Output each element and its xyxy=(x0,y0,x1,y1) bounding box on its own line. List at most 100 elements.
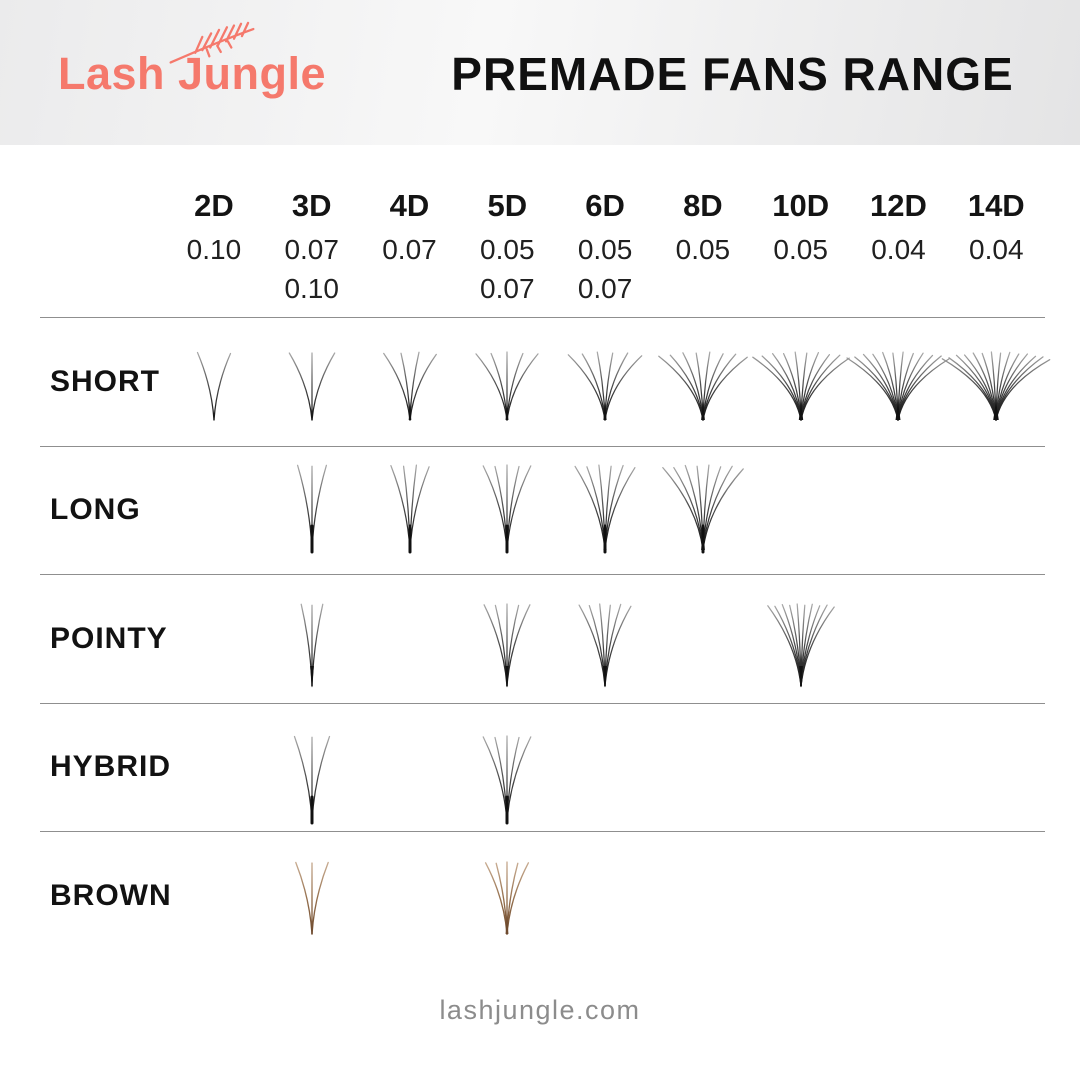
fan-cell-brown-14d xyxy=(947,832,1045,960)
lash-fan-illustration xyxy=(288,351,336,421)
lash-fan-illustration xyxy=(574,464,636,554)
lash-fan-illustration xyxy=(296,464,327,554)
fan-cell-hybrid-6d xyxy=(556,704,654,832)
fern-leaf-icon xyxy=(169,21,255,64)
fan-cell-brown-6d xyxy=(556,832,654,960)
column-label: 6D xyxy=(585,188,625,223)
column-label: 8D xyxy=(683,188,723,223)
table-row-brown: BROWN xyxy=(40,831,1045,960)
column-header-2d: 2D 0.10 xyxy=(165,186,263,308)
column-label: 5D xyxy=(487,188,528,223)
fan-cell-brown-10d xyxy=(752,832,850,960)
lash-fan-illustration xyxy=(658,350,748,421)
column-thickness: 0.05 xyxy=(675,234,731,265)
fan-cell-pointy-6d xyxy=(556,575,654,703)
fan-cell-pointy-3d xyxy=(263,575,361,703)
column-label: 10D xyxy=(772,188,830,223)
column-headers: 2D 0.10 3D 0.07 0.10 4D 0.07 5D 0.05 0.07 6D 0.05 0.… xyxy=(40,186,1045,308)
header-band: Lash Jungle PREMADE FANS RANGE xyxy=(0,0,1080,145)
fan-cell-brown-8d xyxy=(654,832,752,960)
lash-fan-illustration xyxy=(751,350,850,421)
column-thickness: 0.05 xyxy=(773,234,828,265)
lash-fan-illustration xyxy=(294,861,329,935)
lash-fan-illustration xyxy=(662,464,744,554)
column-thickness: 0.07 xyxy=(577,273,633,304)
lash-fan-illustration xyxy=(382,351,437,421)
column-thickness: 0.04 xyxy=(871,234,926,265)
fan-cell-long-10d xyxy=(752,447,850,575)
fan-cell-short-14d xyxy=(941,318,1051,446)
fan-cell-short-6d xyxy=(556,318,654,446)
table-row-short: SHORT xyxy=(40,317,1051,446)
fan-cell-pointy-14d xyxy=(947,575,1045,703)
column-header-14d: 14D 0.04 xyxy=(947,186,1045,308)
fan-cell-hybrid-2d xyxy=(165,704,263,832)
fan-cell-long-8d xyxy=(654,447,752,575)
fan-cell-short-4d xyxy=(361,318,459,446)
table-row-pointy: POINTY xyxy=(40,574,1045,703)
lash-fan-illustration xyxy=(196,351,232,421)
table-row-long: LONG xyxy=(40,445,1045,575)
column-label: 3D xyxy=(291,188,332,223)
fan-cell-long-14d xyxy=(947,447,1045,575)
row-label: BROWN xyxy=(50,878,172,912)
column-header-4d: 4D 0.07 xyxy=(361,186,459,308)
fan-cell-hybrid-4d xyxy=(361,704,459,832)
fan-cell-brown-3d xyxy=(263,832,361,960)
row-label: SHORT xyxy=(50,364,160,398)
fan-cell-short-5d xyxy=(458,318,556,446)
column-thickness: 0.10 xyxy=(284,273,339,304)
column-thickness: 0.10 xyxy=(186,234,242,265)
fan-cell-long-6d xyxy=(556,447,654,575)
fan-cell-hybrid-8d xyxy=(654,704,752,832)
fan-table-body: SHORT LONG POINTY HYBRID BROWN xyxy=(40,317,1051,960)
fan-cell-short-10d xyxy=(751,318,850,446)
lash-fan-illustration xyxy=(485,860,530,935)
row-label: POINTY xyxy=(50,621,168,655)
fan-cell-pointy-12d xyxy=(850,575,948,703)
fan-cell-pointy-2d xyxy=(165,575,263,703)
column-header-12d: 12D 0.04 xyxy=(850,186,948,308)
fan-cell-hybrid-10d xyxy=(752,704,850,832)
page-title: PREMADE FANS RANGE xyxy=(451,48,1014,100)
fan-cell-brown-5d xyxy=(458,832,556,960)
column-thickness: 0.05 xyxy=(577,234,633,265)
lash-fan-illustration xyxy=(482,464,532,554)
lash-fan-illustration xyxy=(389,464,430,554)
column-thickness: 0.07 xyxy=(284,234,339,265)
website-url: lashjungle.com xyxy=(439,995,641,1025)
column-label: 4D xyxy=(389,188,430,223)
fan-cell-brown-2d xyxy=(165,832,263,960)
fan-cell-short-2d xyxy=(165,318,263,446)
fan-cell-brown-4d xyxy=(361,832,459,960)
fan-cell-long-5d xyxy=(458,447,556,575)
lash-fan-illustration xyxy=(567,350,643,421)
column-label: 14D xyxy=(967,188,1025,223)
column-header-8d: 8D 0.05 xyxy=(654,186,752,308)
fan-cell-long-2d xyxy=(165,447,263,575)
lash-fan-illustration xyxy=(578,602,632,688)
column-header-3d: 3D 0.07 0.10 xyxy=(263,186,361,308)
fan-cell-pointy-4d xyxy=(361,575,459,703)
table-row-hybrid: HYBRID xyxy=(40,702,1045,832)
lash-fan-illustration xyxy=(483,602,531,688)
column-header-6d: 6D 0.05 0.07 xyxy=(556,186,654,308)
lash-fan-illustration xyxy=(846,350,951,421)
column-label: 2D xyxy=(194,188,234,223)
lash-fan-illustration xyxy=(766,602,835,688)
fan-cell-long-3d xyxy=(263,447,361,575)
fan-cell-hybrid-14d xyxy=(947,704,1045,832)
fan-cell-pointy-10d xyxy=(752,575,850,703)
fan-cell-short-3d xyxy=(263,318,361,446)
column-header-5d: 5D 0.05 0.07 xyxy=(458,186,556,308)
brand-logo-text: Lash Jungle xyxy=(58,48,327,99)
header-spacer xyxy=(40,186,165,308)
fan-cell-hybrid-3d xyxy=(263,704,361,832)
column-thickness: 0.04 xyxy=(969,234,1024,265)
column-thickness: 0.05 xyxy=(480,234,535,265)
fan-cell-pointy-5d xyxy=(458,575,556,703)
fan-cell-short-12d xyxy=(846,318,951,446)
column-label: 12D xyxy=(870,188,927,223)
column-thickness: 0.07 xyxy=(382,234,437,265)
